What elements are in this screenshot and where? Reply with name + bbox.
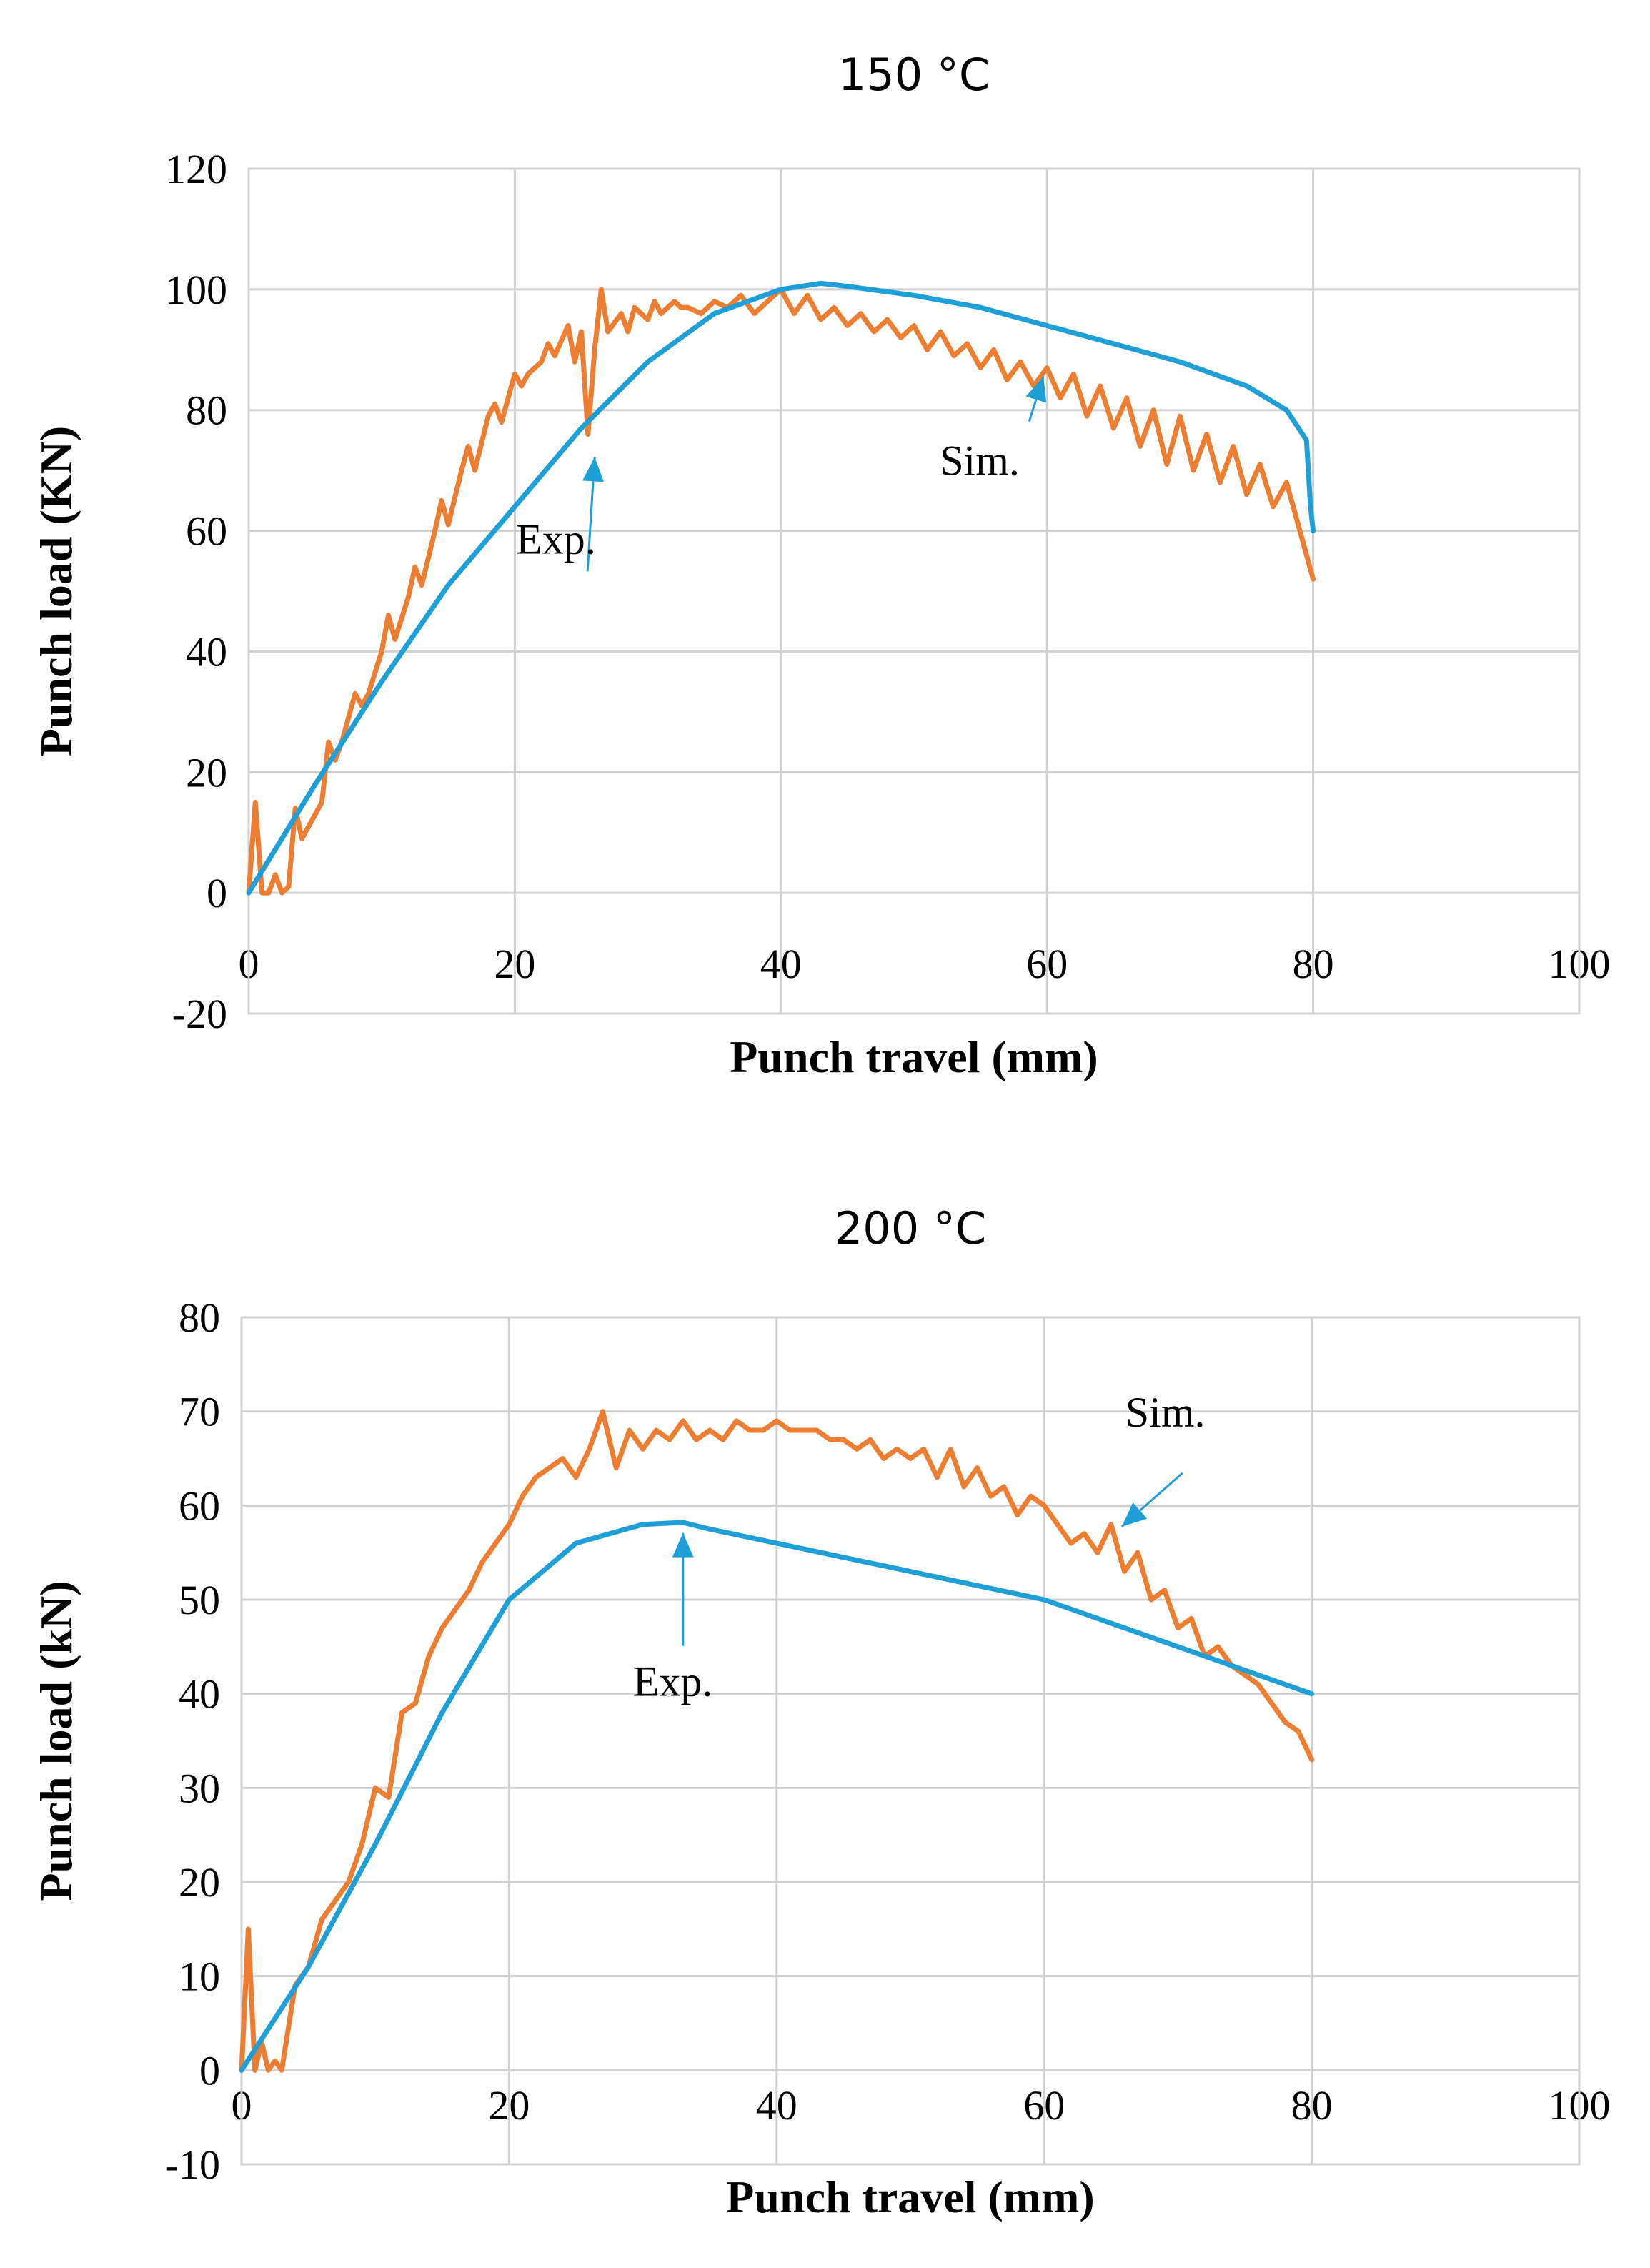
y-tick-label: 60	[179, 1482, 220, 1529]
y-tick-label: 80	[186, 387, 227, 434]
y-tick-label: 20	[186, 749, 227, 796]
x-tick-label: 20	[488, 2082, 530, 2129]
y-tick-label: 20	[179, 1859, 220, 1906]
plot-frame	[242, 1317, 1579, 2164]
y-tick-label: 0	[207, 870, 227, 916]
figure: 150 °C-200204060801001200 20 40 60 80 100Exp.…	[0, 0, 1650, 2268]
y-tick-label: 10	[179, 1953, 220, 2000]
x-tick-label: 80	[1291, 2082, 1333, 2129]
y-tick-label: 40	[186, 628, 227, 675]
y-tick-label: 70	[179, 1389, 220, 1435]
annotation-arrow-head	[672, 1533, 694, 1558]
y-axis-label: Punch load (kN)	[31, 1580, 81, 1901]
x-tick-label: 40	[760, 941, 802, 987]
chart-title: 150 °C	[838, 49, 990, 101]
x-tick-label: 20	[494, 941, 535, 987]
y-tick-label: 30	[179, 1765, 220, 1811]
y-tick-label: 60	[186, 508, 227, 555]
annotation-label: Exp.	[516, 515, 596, 563]
x-axis-label: Punch travel (mm)	[726, 2172, 1094, 2222]
y-tick-label: 40	[179, 1671, 220, 1718]
y-axis-label: Punch load (KN)	[31, 426, 81, 756]
y-tick-label: -10	[165, 2141, 220, 2188]
y-tick-label: -20	[172, 991, 227, 1037]
y-tick-label: 80	[179, 1294, 220, 1341]
y-tick-label: 50	[179, 1577, 220, 1623]
x-tick-label: 80	[1293, 941, 1334, 987]
x-tick-label: 60	[1026, 941, 1068, 987]
annotation-label: Exp.	[633, 1658, 713, 1705]
y-tick-label: 0	[199, 2047, 220, 2094]
chart-title: 200 °C	[835, 1202, 986, 1254]
annotation-arrow-head	[582, 457, 604, 482]
x-axis-label: Punch travel (mm)	[730, 1031, 1098, 1082]
y-tick-label: 100	[165, 267, 227, 313]
y-tick-label: 120	[165, 146, 227, 192]
annotation-label: Sim.	[1125, 1389, 1206, 1436]
x-tick-label: 60	[1023, 2082, 1065, 2129]
x-tick-label: 40	[756, 2082, 797, 2129]
annotation-label: Sim.	[940, 437, 1020, 485]
